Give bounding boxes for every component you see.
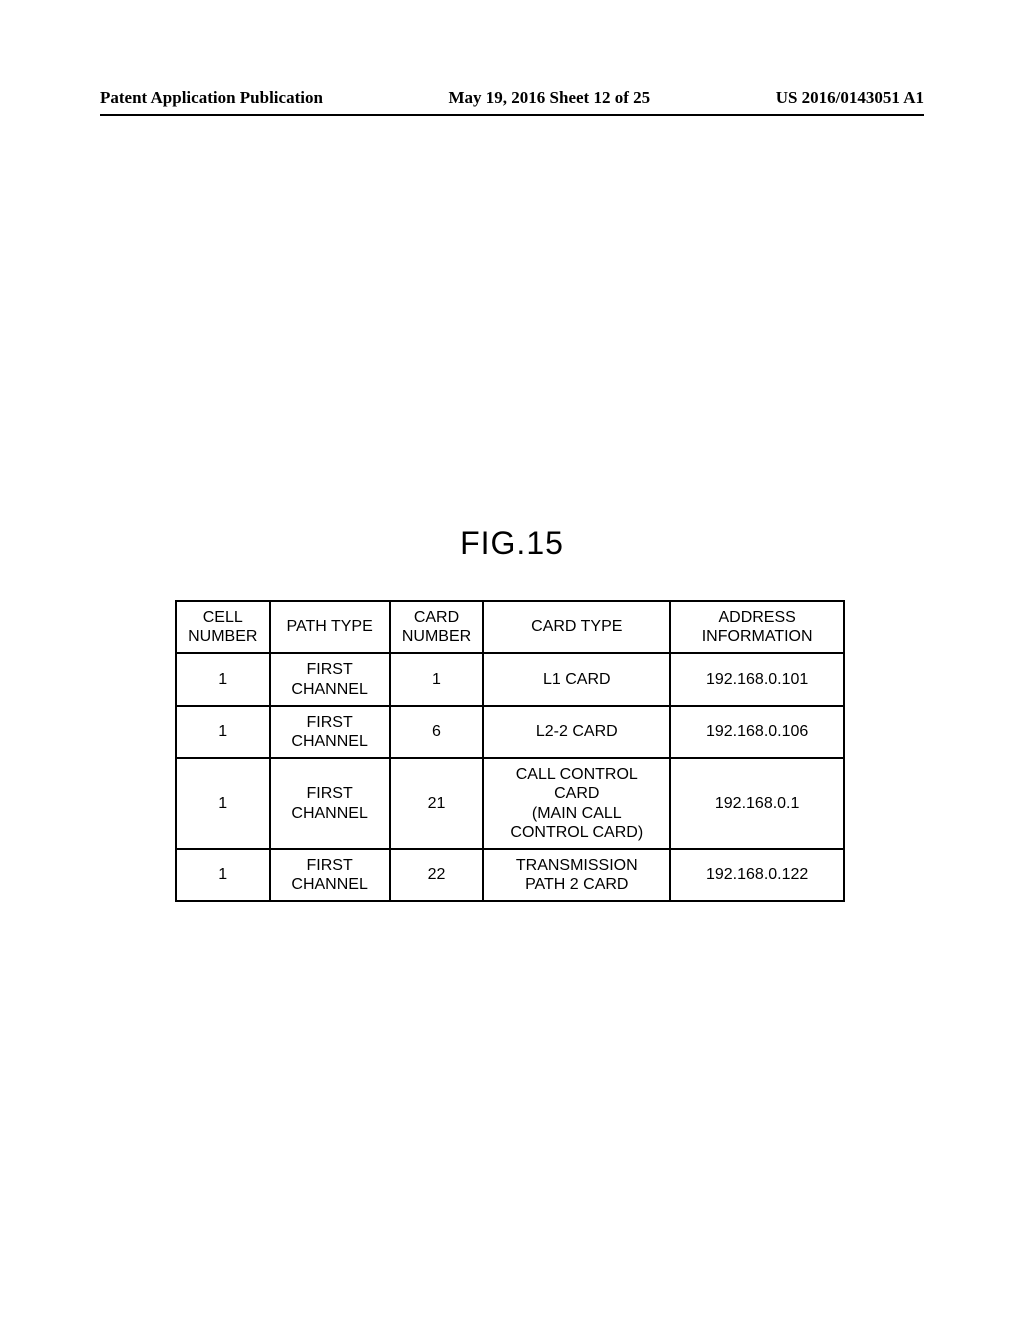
header-right-text: US 2016/0143051 A1 bbox=[776, 88, 924, 108]
figure-title: FIG.15 bbox=[0, 525, 1024, 562]
header-line: Patent Application Publication May 19, 2… bbox=[100, 88, 924, 108]
cell-text: FIRST bbox=[307, 661, 353, 678]
cell-text: TRANSMISSION bbox=[516, 857, 638, 874]
cell-card-number: 22 bbox=[390, 849, 484, 901]
cell-address: 192.168.0.101 bbox=[670, 653, 844, 705]
cell-card-type: L1 CARD bbox=[483, 653, 670, 705]
col-header-text: PATH TYPE bbox=[287, 618, 373, 635]
page-header: Patent Application Publication May 19, 2… bbox=[0, 88, 1024, 116]
header-divider bbox=[100, 114, 924, 116]
table-row: 1 FIRST CHANNEL 1 L1 CARD 192.168.0.101 bbox=[176, 653, 844, 705]
cell-cell-number: 1 bbox=[176, 653, 270, 705]
data-table: CELL NUMBER PATH TYPE CARD NUMBER CARD T… bbox=[175, 600, 845, 902]
cell-card-type: TRANSMISSION PATH 2 CARD bbox=[483, 849, 670, 901]
cell-address: 192.168.0.106 bbox=[670, 706, 844, 758]
cell-text: PATH 2 CARD bbox=[525, 876, 628, 893]
cell-text: CALL CONTROL bbox=[516, 766, 638, 783]
cell-card-type: L2-2 CARD bbox=[483, 706, 670, 758]
cell-path-type: FIRST CHANNEL bbox=[270, 849, 390, 901]
cell-path-type: FIRST CHANNEL bbox=[270, 706, 390, 758]
col-header-cell-number: CELL NUMBER bbox=[176, 601, 270, 653]
table-row: 1 FIRST CHANNEL 22 TRANSMISSION PATH 2 C… bbox=[176, 849, 844, 901]
cell-cell-number: 1 bbox=[176, 706, 270, 758]
header-center-text: May 19, 2016 Sheet 12 of 25 bbox=[449, 88, 651, 108]
cell-text: CHANNEL bbox=[291, 876, 367, 893]
table-container: CELL NUMBER PATH TYPE CARD NUMBER CARD T… bbox=[175, 600, 845, 902]
col-header-text: NUMBER bbox=[402, 628, 471, 645]
cell-card-number: 21 bbox=[390, 758, 484, 849]
cell-text: FIRST bbox=[307, 857, 353, 874]
cell-text: CHANNEL bbox=[291, 805, 367, 822]
cell-text: FIRST bbox=[307, 785, 353, 802]
cell-text: CHANNEL bbox=[291, 681, 367, 698]
cell-text: (MAIN CALL bbox=[532, 805, 622, 822]
col-header-address: ADDRESS INFORMATION bbox=[670, 601, 844, 653]
table-header-row: CELL NUMBER PATH TYPE CARD NUMBER CARD T… bbox=[176, 601, 844, 653]
cell-text: CONTROL CARD) bbox=[510, 824, 643, 841]
cell-address: 192.168.0.1 bbox=[670, 758, 844, 849]
col-header-text: NUMBER bbox=[188, 628, 257, 645]
cell-card-type: CALL CONTROL CARD (MAIN CALL CONTROL CAR… bbox=[483, 758, 670, 849]
col-header-card-number: CARD NUMBER bbox=[390, 601, 484, 653]
header-left-text: Patent Application Publication bbox=[100, 88, 323, 108]
col-header-text: CARD TYPE bbox=[531, 618, 622, 635]
cell-text: CARD bbox=[554, 785, 599, 802]
cell-text: CHANNEL bbox=[291, 733, 367, 750]
col-header-card-type: CARD TYPE bbox=[483, 601, 670, 653]
cell-card-number: 6 bbox=[390, 706, 484, 758]
col-header-text: CELL bbox=[203, 609, 243, 626]
table-row: 1 FIRST CHANNEL 6 L2-2 CARD 192.168.0.10… bbox=[176, 706, 844, 758]
col-header-path-type: PATH TYPE bbox=[270, 601, 390, 653]
table-row: 1 FIRST CHANNEL 21 CALL CONTROL CARD (MA… bbox=[176, 758, 844, 849]
col-header-text: ADDRESS bbox=[718, 609, 795, 626]
cell-address: 192.168.0.122 bbox=[670, 849, 844, 901]
col-header-text: CARD bbox=[414, 609, 459, 626]
cell-cell-number: 1 bbox=[176, 849, 270, 901]
cell-cell-number: 1 bbox=[176, 758, 270, 849]
cell-path-type: FIRST CHANNEL bbox=[270, 653, 390, 705]
cell-path-type: FIRST CHANNEL bbox=[270, 758, 390, 849]
cell-text: FIRST bbox=[307, 714, 353, 731]
col-header-text: INFORMATION bbox=[702, 628, 813, 645]
cell-card-number: 1 bbox=[390, 653, 484, 705]
